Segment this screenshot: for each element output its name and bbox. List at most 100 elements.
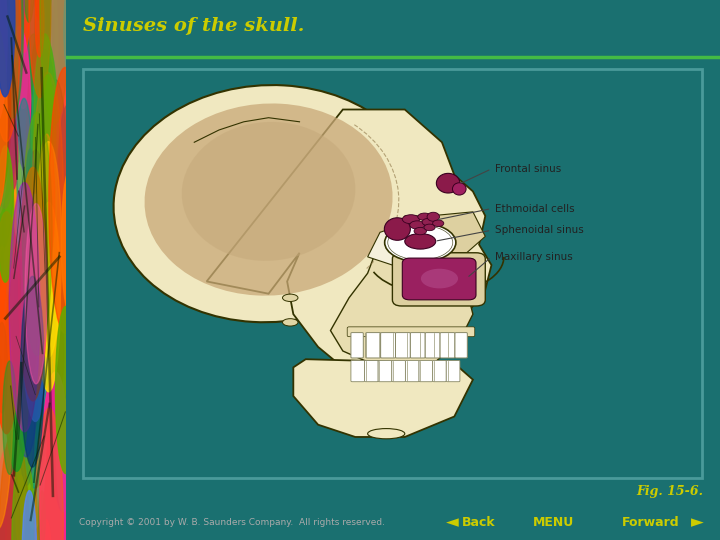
FancyBboxPatch shape bbox=[392, 253, 485, 306]
Polygon shape bbox=[423, 212, 485, 253]
Polygon shape bbox=[392, 216, 442, 245]
FancyBboxPatch shape bbox=[395, 333, 410, 358]
Circle shape bbox=[64, 0, 76, 77]
Circle shape bbox=[1, 0, 23, 119]
Circle shape bbox=[0, 146, 14, 282]
Ellipse shape bbox=[433, 220, 444, 227]
Circle shape bbox=[0, 447, 21, 540]
Circle shape bbox=[17, 185, 26, 256]
Circle shape bbox=[41, 389, 73, 540]
Circle shape bbox=[0, 322, 7, 413]
FancyBboxPatch shape bbox=[347, 327, 474, 336]
Circle shape bbox=[37, 0, 45, 56]
Circle shape bbox=[3, 361, 17, 474]
Text: Copyright © 2001 by W. B. Saunders Company.  All rights reserved.: Copyright © 2001 by W. B. Saunders Compa… bbox=[79, 518, 385, 527]
Circle shape bbox=[32, 72, 63, 330]
Ellipse shape bbox=[427, 212, 439, 221]
Circle shape bbox=[12, 235, 40, 457]
Ellipse shape bbox=[421, 269, 458, 288]
Circle shape bbox=[9, 119, 18, 189]
FancyBboxPatch shape bbox=[402, 258, 476, 300]
Circle shape bbox=[7, 430, 38, 540]
Circle shape bbox=[0, 58, 14, 248]
Circle shape bbox=[22, 336, 46, 529]
Circle shape bbox=[24, 150, 48, 342]
Polygon shape bbox=[368, 220, 430, 265]
Circle shape bbox=[18, 483, 34, 540]
Ellipse shape bbox=[145, 104, 392, 296]
Circle shape bbox=[10, 0, 36, 109]
Circle shape bbox=[0, 0, 6, 186]
Circle shape bbox=[19, 0, 30, 52]
Circle shape bbox=[0, 68, 17, 336]
Circle shape bbox=[0, 0, 20, 141]
Circle shape bbox=[21, 443, 37, 540]
Circle shape bbox=[0, 212, 20, 434]
Circle shape bbox=[0, 21, 17, 208]
FancyBboxPatch shape bbox=[392, 360, 405, 382]
Circle shape bbox=[0, 143, 22, 410]
Circle shape bbox=[26, 32, 56, 276]
Circle shape bbox=[51, 315, 75, 512]
Circle shape bbox=[8, 163, 28, 327]
Circle shape bbox=[0, 0, 5, 142]
Circle shape bbox=[9, 183, 40, 432]
Circle shape bbox=[39, 212, 48, 286]
Circle shape bbox=[42, 156, 64, 337]
Circle shape bbox=[8, 278, 36, 507]
Circle shape bbox=[40, 0, 69, 125]
Circle shape bbox=[31, 37, 59, 263]
Circle shape bbox=[30, 0, 53, 114]
FancyBboxPatch shape bbox=[455, 333, 467, 358]
Circle shape bbox=[27, 149, 35, 213]
Circle shape bbox=[35, 0, 43, 20]
FancyBboxPatch shape bbox=[364, 360, 378, 382]
Text: Back: Back bbox=[462, 516, 495, 529]
Text: Frontal sinus: Frontal sinus bbox=[495, 164, 561, 174]
Circle shape bbox=[54, 312, 64, 394]
Circle shape bbox=[7, 26, 31, 221]
Polygon shape bbox=[293, 359, 473, 437]
Text: Forward: Forward bbox=[622, 516, 680, 529]
Circle shape bbox=[55, 86, 67, 191]
Circle shape bbox=[0, 0, 9, 49]
Circle shape bbox=[45, 80, 67, 259]
FancyBboxPatch shape bbox=[351, 360, 364, 382]
Circle shape bbox=[57, 398, 71, 512]
FancyBboxPatch shape bbox=[433, 360, 446, 382]
Circle shape bbox=[0, 149, 5, 298]
Ellipse shape bbox=[452, 183, 466, 195]
Circle shape bbox=[0, 0, 7, 122]
Circle shape bbox=[22, 112, 52, 355]
Circle shape bbox=[31, 386, 40, 461]
Circle shape bbox=[0, 246, 6, 302]
Circle shape bbox=[30, 49, 60, 290]
Ellipse shape bbox=[402, 215, 420, 224]
FancyBboxPatch shape bbox=[366, 333, 381, 358]
Circle shape bbox=[51, 0, 78, 151]
Ellipse shape bbox=[368, 429, 405, 439]
Ellipse shape bbox=[282, 294, 298, 301]
Text: MENU: MENU bbox=[533, 516, 574, 529]
FancyBboxPatch shape bbox=[426, 333, 440, 358]
Circle shape bbox=[49, 68, 81, 333]
Circle shape bbox=[12, 155, 18, 210]
Circle shape bbox=[36, 26, 48, 118]
Circle shape bbox=[30, 0, 58, 163]
Ellipse shape bbox=[422, 218, 434, 226]
Circle shape bbox=[0, 421, 16, 540]
Circle shape bbox=[22, 194, 49, 421]
FancyBboxPatch shape bbox=[351, 333, 364, 358]
Ellipse shape bbox=[414, 227, 426, 235]
Ellipse shape bbox=[424, 224, 435, 231]
Circle shape bbox=[0, 430, 30, 540]
Circle shape bbox=[21, 276, 44, 467]
Circle shape bbox=[61, 169, 79, 314]
Circle shape bbox=[56, 153, 86, 403]
Circle shape bbox=[5, 408, 30, 540]
Ellipse shape bbox=[388, 225, 453, 260]
Circle shape bbox=[36, 299, 56, 465]
Circle shape bbox=[31, 298, 39, 361]
Circle shape bbox=[54, 197, 76, 373]
Text: ◄: ◄ bbox=[446, 514, 459, 531]
